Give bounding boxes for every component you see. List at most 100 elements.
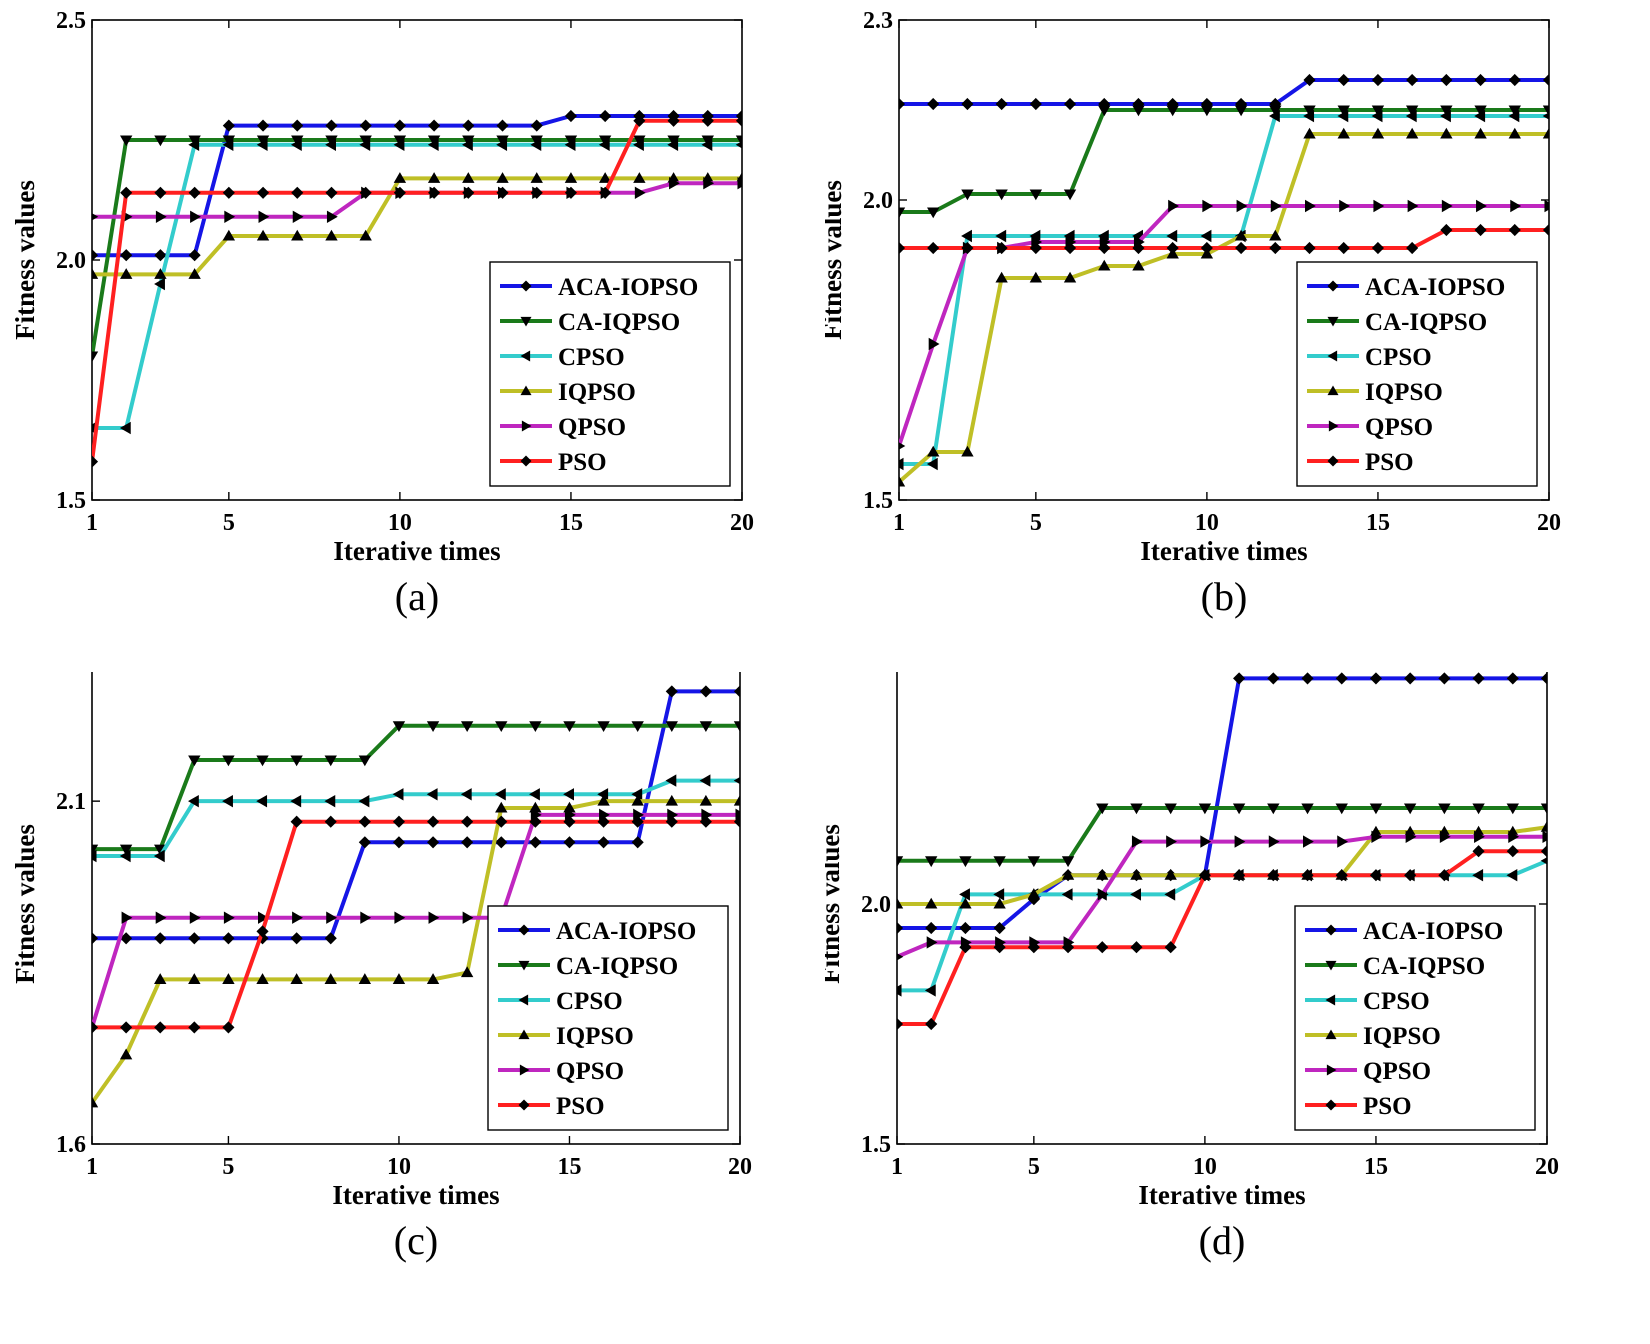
- data-point-pso: [154, 186, 167, 199]
- data-point-iqpso: [530, 172, 543, 183]
- x-tick-label: 1: [86, 510, 98, 536]
- y-tick-label: 2.5: [861, 672, 891, 678]
- data-point-cpso: [460, 788, 472, 801]
- legend-label-qpso: QPSO: [558, 414, 626, 441]
- data-point-qpso: [1337, 835, 1349, 848]
- legend-label-aca-iopso: ACA-IOPSO: [556, 918, 696, 945]
- data-point-iqpso: [631, 794, 644, 806]
- data-point-pso: [1303, 241, 1316, 255]
- data-point-pso: [733, 815, 740, 828]
- data-point-qpso: [1474, 830, 1485, 843]
- data-point-ca-iqpso: [358, 755, 372, 767]
- data-point-qpso: [1236, 199, 1248, 213]
- data-point-qpso: [1441, 199, 1453, 213]
- data-point-aca-iopso: [392, 836, 406, 849]
- legend-marker-cpso: [1325, 994, 1336, 1006]
- y-tick-label: 1.5: [863, 488, 893, 514]
- data-point-pso: [530, 186, 543, 199]
- data-point-cpso: [598, 138, 610, 151]
- data-point-ca-iqpso: [1027, 856, 1041, 868]
- data-point-ca-iqpso: [563, 721, 576, 733]
- legend-marker-qpso: [521, 420, 532, 432]
- data-point-cpso: [1508, 109, 1520, 123]
- data-point-qpso: [360, 911, 372, 924]
- x-tick-label: 15: [1364, 1154, 1388, 1180]
- data-point-iqpso: [256, 229, 270, 241]
- data-point-ca-iqpso: [1474, 105, 1487, 117]
- data-point-aca-iopso: [529, 836, 542, 849]
- data-point-cpso: [1337, 109, 1349, 123]
- data-point-aca-iopso: [1506, 672, 1519, 685]
- data-point-qpso: [92, 213, 99, 221]
- data-point-aca-iopso: [597, 836, 610, 849]
- data-point-pso: [325, 186, 338, 199]
- data-point-cpso: [393, 138, 405, 151]
- x-tick-label: 5: [1028, 1154, 1040, 1180]
- data-point-cpso: [1472, 869, 1484, 882]
- x-tick-label: 5: [1030, 510, 1042, 536]
- legend-marker-qpso: [519, 1064, 530, 1076]
- data-point-pso: [256, 186, 270, 199]
- data-point-pso: [1335, 869, 1348, 882]
- data-point-iqpso: [665, 794, 678, 806]
- data-point-ca-iqpso: [188, 755, 201, 767]
- legend-label-aca-iopso: ACA-IOPSO: [1365, 274, 1505, 301]
- data-point-pso: [222, 1021, 235, 1034]
- data-point-aca-iopso: [1063, 97, 1077, 111]
- data-point-ca-iqpso: [154, 135, 167, 147]
- data-point-qpso: [1202, 199, 1214, 213]
- data-point-iqpso: [1027, 888, 1041, 899]
- legend-label-qpso: QPSO: [1365, 414, 1433, 441]
- legend-marker-cpso: [1327, 350, 1338, 362]
- data-point-aca-iopso: [665, 685, 678, 698]
- data-point-pso: [1371, 241, 1385, 255]
- data-point-ca-iqpso: [1200, 105, 1214, 117]
- legend-marker-pso: [1327, 455, 1339, 467]
- data-point-cpso: [735, 141, 742, 149]
- data-point-pso: [324, 815, 337, 828]
- legend-label-iqpso: IQPSO: [558, 379, 636, 406]
- data-point-pso: [667, 114, 680, 127]
- data-point-qpso: [1168, 199, 1179, 213]
- data-point-aca-iopso: [256, 119, 270, 132]
- x-tick-label: 15: [557, 1154, 581, 1180]
- data-point-pso: [631, 815, 644, 828]
- x-tick-label: 10: [1195, 510, 1219, 536]
- data-point-qpso: [1542, 830, 1547, 843]
- data-point-iqpso: [733, 794, 740, 806]
- data-point-aca-iopso: [324, 932, 337, 945]
- data-point-pso: [1472, 845, 1485, 858]
- data-point-pso: [927, 241, 940, 255]
- data-point-cpso: [899, 457, 904, 471]
- data-point-aca-iopso: [461, 836, 474, 849]
- data-point-pso: [120, 186, 133, 199]
- data-point-iqpso: [1371, 127, 1385, 139]
- y-axis-title: Fitness values: [825, 180, 847, 340]
- data-point-ca-iqpso: [1232, 803, 1246, 815]
- data-point-pso: [959, 941, 972, 954]
- data-point-iqpso: [925, 897, 938, 909]
- data-point-cpso: [494, 788, 506, 801]
- data-point-iqpso: [359, 229, 372, 241]
- data-point-pso: [633, 114, 646, 127]
- data-point-aca-iopso: [120, 932, 133, 945]
- data-point-iqpso: [633, 172, 646, 183]
- data-point-qpso: [326, 210, 338, 223]
- data-point-iqpso: [325, 229, 338, 241]
- data-point-cpso: [359, 138, 371, 151]
- legend-marker-cpso: [520, 350, 531, 362]
- legend-marker-qpso: [1328, 420, 1339, 432]
- data-point-ca-iqpso: [925, 856, 938, 868]
- data-point-aca-iopso: [993, 921, 1006, 935]
- series-line-ca-iqpso: [897, 806, 1547, 863]
- data-point-qpso: [1439, 830, 1451, 843]
- data-point-iqpso: [899, 475, 906, 487]
- data-point-ca-iqpso: [119, 844, 133, 856]
- data-point-iqpso: [564, 172, 578, 183]
- data-point-aca-iopso: [699, 685, 712, 698]
- data-point-cpso: [92, 849, 97, 863]
- data-point-iqpso: [392, 973, 406, 984]
- series-line-iqpso: [899, 132, 1549, 484]
- data-point-ca-iqpso: [1166, 105, 1179, 117]
- data-point-pso: [563, 815, 576, 828]
